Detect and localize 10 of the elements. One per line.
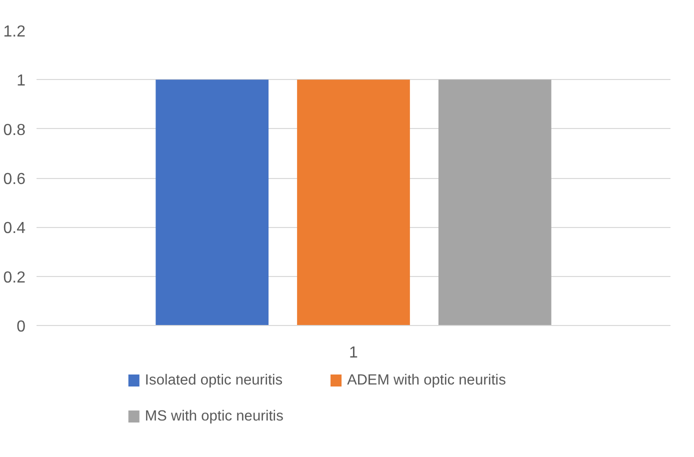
y-tick-label: 0.2 (3, 269, 26, 286)
legend-label: Isolated optic neuritis (144, 372, 283, 388)
y-tick-label: 0.8 (3, 122, 26, 139)
legend-label: MS with optic neuritis (144, 408, 284, 424)
legend-label: ADEM with optic neuritis (347, 372, 506, 388)
y-tick-label: 1.2 (3, 24, 26, 40)
y-tick-label: 0.6 (3, 171, 26, 188)
y-tick-label: 1 (16, 72, 26, 90)
y-tick-label: 0.4 (3, 220, 26, 238)
y-tick-label: 0 (16, 318, 26, 336)
